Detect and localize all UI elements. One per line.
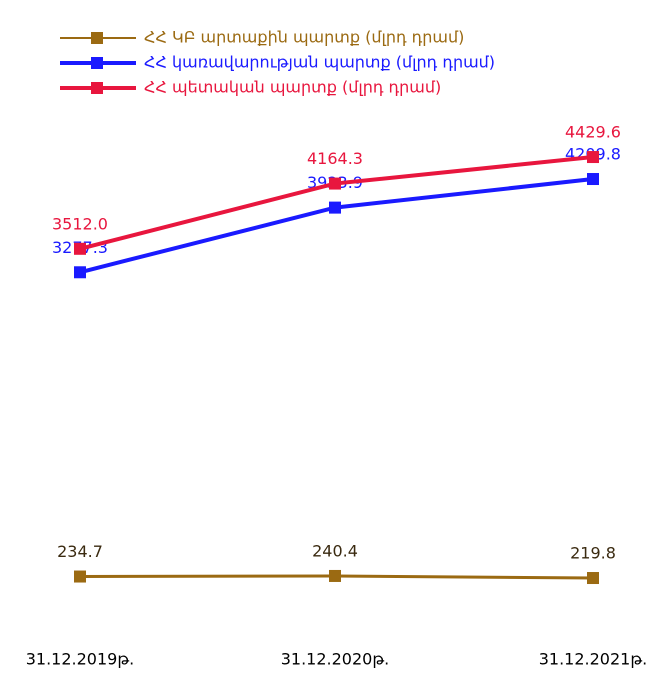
point [329,569,341,582]
x-tick-label: 31.12.2019թ. [26,650,135,669]
point [74,266,86,279]
series-line [79,177,594,275]
data-label: 219.8 [570,544,616,563]
point [587,572,599,585]
data-label: 240.4 [312,541,358,560]
x-tick-label: 31.12.2020թ. [281,650,390,669]
point [74,242,86,255]
legend-label: ՀՀ կառավարության պարտք (մլրդ դրամ) [144,53,495,72]
legend-label: ՀՀ ԿԲ արտաքին պարտք (մլրդ դրամ) [144,28,464,47]
data-label: 4429.6 [565,123,621,142]
point [74,570,86,583]
data-label: 4164.3 [307,149,363,168]
legend-label: ՀՀ պետական պարտք (մլրդ դրամ) [144,78,441,97]
data-label: 234.7 [57,542,103,561]
legend-marker [91,57,103,69]
legend-marker [91,32,103,44]
point [587,151,599,164]
legend-marker [91,82,103,94]
data-label: 3512.0 [52,214,108,233]
point [587,173,599,186]
point [329,177,341,190]
x-tick-label: 31.12.2021թ. [539,650,648,669]
point [329,201,341,214]
